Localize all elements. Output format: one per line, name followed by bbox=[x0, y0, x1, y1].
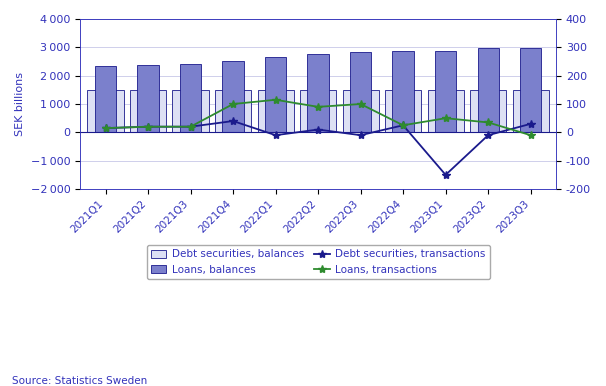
Bar bbox=[478, 49, 499, 132]
Bar bbox=[300, 90, 336, 132]
Bar bbox=[393, 51, 414, 132]
Bar bbox=[265, 57, 286, 132]
Bar bbox=[385, 90, 421, 132]
Bar bbox=[173, 90, 208, 132]
Bar bbox=[307, 54, 328, 132]
Bar bbox=[215, 90, 251, 132]
Bar bbox=[520, 49, 541, 132]
Bar bbox=[130, 90, 166, 132]
Bar bbox=[95, 66, 116, 132]
Bar bbox=[222, 61, 244, 132]
Legend: Debt securities, balances, Loans, balances, Debt securities, transactions, Loans: Debt securities, balances, Loans, balanc… bbox=[147, 245, 490, 279]
Bar bbox=[180, 64, 201, 132]
Bar bbox=[513, 90, 548, 132]
Bar bbox=[138, 64, 159, 132]
Bar bbox=[435, 51, 456, 132]
Bar bbox=[470, 90, 506, 132]
Bar bbox=[428, 90, 464, 132]
Y-axis label: SEK billions: SEK billions bbox=[15, 72, 25, 136]
Text: Source: Statistics Sweden: Source: Statistics Sweden bbox=[12, 376, 147, 386]
Bar bbox=[342, 90, 379, 132]
Bar bbox=[258, 90, 294, 132]
Bar bbox=[350, 52, 371, 132]
Bar bbox=[87, 90, 124, 132]
